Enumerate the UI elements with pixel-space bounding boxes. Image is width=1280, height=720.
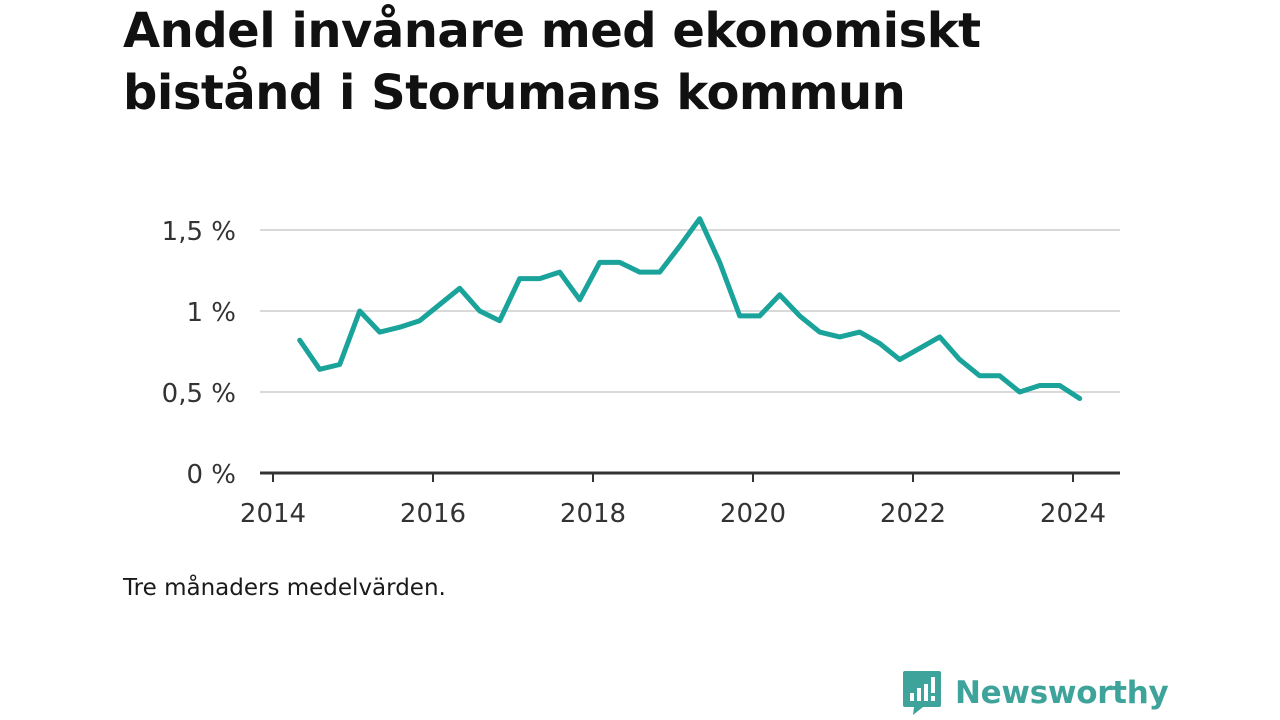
y-tick-label: 1,5 % <box>162 217 236 247</box>
y-axis: 0 % 0,5 % 1 % 1,5 % <box>162 217 236 490</box>
x-tick-label: 2018 <box>560 499 626 529</box>
chart-title: Andel invånare med ekonomiskt bistånd i … <box>123 3 981 121</box>
x-tick-label: 2022 <box>880 499 946 529</box>
x-axis: 2014 2016 2018 2020 2022 2024 <box>240 471 1120 529</box>
chart-caption: Tre månaders medelvärden. <box>123 575 446 601</box>
x-tick-label: 2020 <box>720 499 786 529</box>
x-tick-label: 2016 <box>400 499 466 529</box>
bar-chart-speech-bubble-logo-icon <box>903 671 941 715</box>
x-tick-label: 2024 <box>1040 499 1106 529</box>
brand-name: Newsworthy <box>955 675 1169 711</box>
data-series <box>297 216 1083 401</box>
gridlines <box>260 229 1120 393</box>
series-line <box>297 216 1083 401</box>
x-tick-label: 2014 <box>240 499 306 529</box>
brand-logo: Newsworthy <box>901 669 1169 717</box>
y-tick-label: 0,5 % <box>162 379 236 409</box>
y-tick-label: 0 % <box>186 460 236 490</box>
y-tick-label: 1 % <box>186 298 236 328</box>
